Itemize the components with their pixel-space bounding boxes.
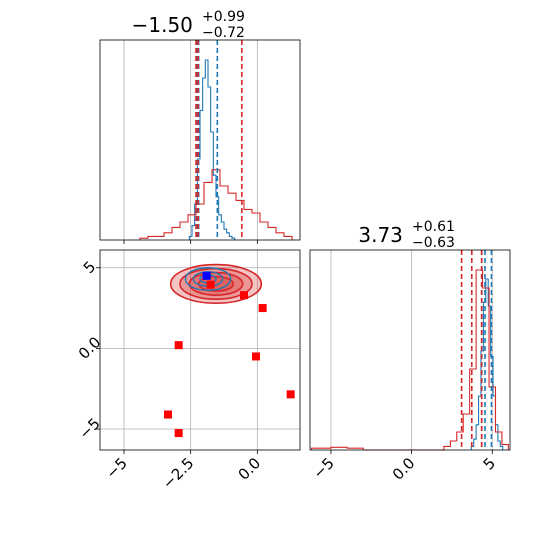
joint-x-tick-label: −5 bbox=[102, 454, 130, 482]
x-marginal-title-value: −1.50 bbox=[132, 13, 193, 37]
y-marginal-tick-label: 0.0 bbox=[389, 454, 419, 484]
joint-sample-point bbox=[252, 352, 260, 361]
y-marginal-title-minus: −0.63 bbox=[412, 235, 455, 251]
joint-blue-contour bbox=[184, 267, 232, 292]
y-marginal-title-plus: +0.61 bbox=[412, 219, 455, 235]
x-marginal-title: −1.50 +0.99 −0.72 bbox=[132, 6, 250, 41]
joint-sample-point bbox=[240, 291, 248, 300]
joint-x-tick-label: 0.0 bbox=[235, 454, 265, 484]
joint-truth-point bbox=[202, 271, 211, 280]
joint-sample-point bbox=[258, 304, 267, 313]
joint-y-tick-label: −5 bbox=[75, 414, 103, 442]
x-marginal-hist-red bbox=[139, 169, 293, 240]
joint-red-contour bbox=[169, 263, 263, 305]
y-marginal-title-value: 3.73 bbox=[358, 223, 403, 247]
joint-panel: −5 −2.5 0.0−50.05 bbox=[75, 249, 301, 493]
joint-sample-point bbox=[164, 410, 172, 419]
y-marginal-hist-blue bbox=[470, 278, 504, 450]
joint-sample-point bbox=[174, 429, 183, 438]
joint-sample-point bbox=[206, 280, 215, 289]
joint-sample-point bbox=[174, 341, 183, 350]
y-marginal-hist-red bbox=[311, 269, 509, 451]
x-marginal-panel: −1.50 +0.99 −0.72 bbox=[99, 6, 301, 244]
y-marginal-title: 3.73 +0.61 −0.63 bbox=[358, 216, 460, 251]
x-marginal-title-minus: −0.72 bbox=[202, 25, 245, 41]
y-marginal-tick-label: −5 bbox=[309, 454, 337, 482]
joint-x-tick-label: −2.5 bbox=[159, 454, 197, 492]
y-marginal-panel: 3.73 +0.61 −0.63 −5 0.0 5 bbox=[309, 216, 511, 484]
x-marginal-title-plus: +0.99 bbox=[202, 9, 245, 25]
y-marginal-tick-label: 5 bbox=[480, 454, 499, 473]
joint-sample-point bbox=[286, 390, 295, 399]
